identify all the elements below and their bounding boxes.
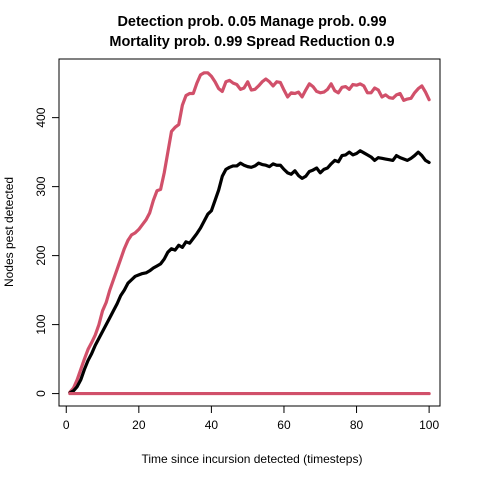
y-tick-label: 0 [34,390,48,397]
x-axis: 0 20 40 60 80 100 [63,405,439,432]
x-tick-label: 60 [277,418,291,432]
chart-title-line-2: Mortality prob. 0.99 Spread Reduction 0.… [109,34,394,50]
series-line-2 [68,149,431,395]
x-tick-label: 20 [132,418,146,432]
x-tick-label: 100 [419,418,439,432]
series-line-1 [68,71,431,394]
x-tick-label: 80 [350,418,364,432]
chart-title-line-1: Detection prob. 0.05 Manage prob. 0.99 [117,14,386,30]
y-axis: 0 100 200 300 400 [34,107,60,397]
y-tick-label: 200 [34,245,48,265]
plot-frame [58,58,441,407]
x-tick-label: 40 [205,418,219,432]
y-axis-label: Nodes pest detected [2,177,16,287]
y-tick-label: 100 [34,314,48,334]
x-tick-label: 0 [63,418,70,432]
x-axis-label: Time since incursion detected (timesteps… [142,452,363,466]
y-tick-label: 400 [34,107,48,127]
y-tick-label: 300 [34,176,48,196]
series-layer [68,71,431,396]
